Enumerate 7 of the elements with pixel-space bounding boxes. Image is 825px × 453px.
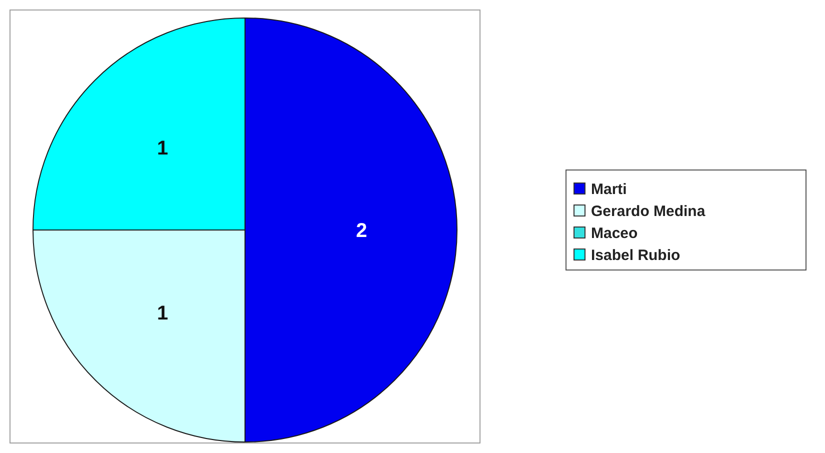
data-label: 2 bbox=[356, 220, 368, 242]
legend-label: Gerardo Medina bbox=[591, 203, 706, 220]
legend-label: Marti bbox=[591, 181, 627, 198]
data-label: 1 bbox=[156, 138, 168, 160]
legend-label: Maceo bbox=[591, 225, 638, 242]
legend-label: Isabel Rubio bbox=[591, 247, 680, 264]
data-label: 1 bbox=[156, 302, 168, 324]
